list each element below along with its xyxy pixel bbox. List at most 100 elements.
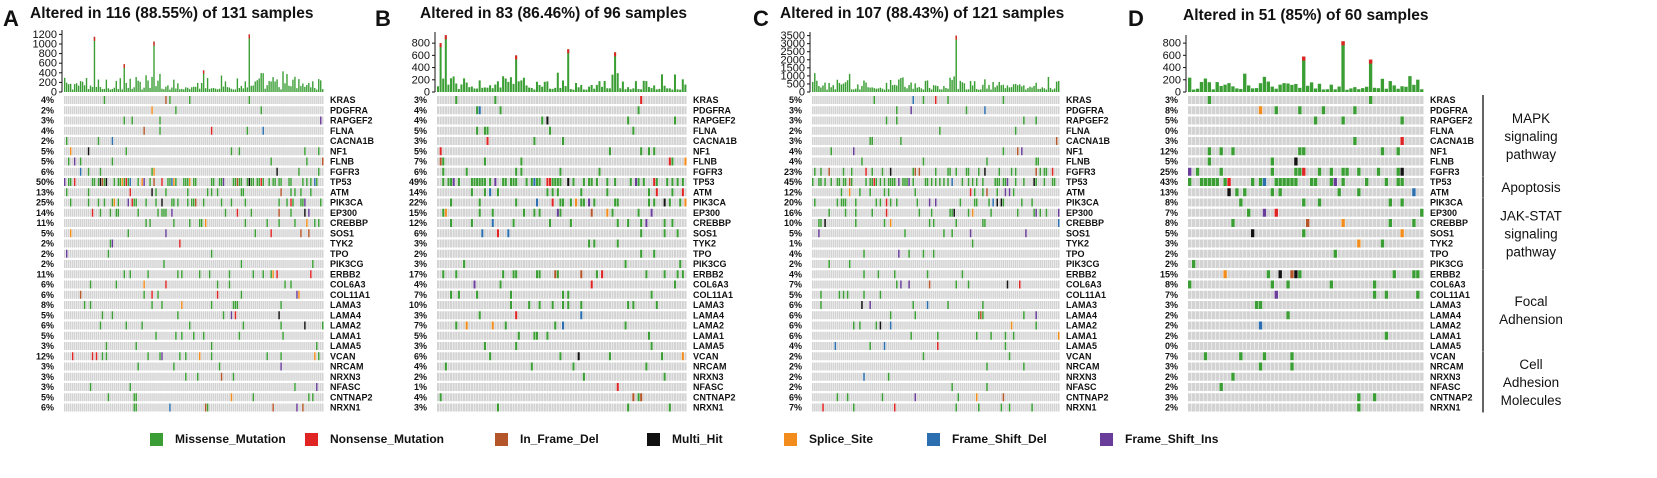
matrix-cell <box>242 147 245 156</box>
matrix-cell <box>296 96 298 104</box>
matrix-cell <box>95 260 98 268</box>
matrix-cell <box>304 219 306 227</box>
matrix-cell <box>276 321 278 330</box>
matrix-cell <box>294 352 296 361</box>
matrix-cell <box>647 126 651 135</box>
matrix-cell <box>248 116 251 125</box>
matrix-cell <box>107 362 110 371</box>
tmb-bar <box>246 87 248 92</box>
matrix-cell <box>322 96 324 104</box>
matrix-cell <box>294 239 296 248</box>
matrix-cell <box>143 188 145 197</box>
matrix-cell <box>288 362 290 371</box>
matrix-cell <box>280 290 282 299</box>
matrix-cell <box>157 147 159 156</box>
matrix-cell <box>181 393 183 402</box>
matrix-cell <box>117 280 120 289</box>
matrix-cell <box>296 301 298 309</box>
matrix-cell <box>310 342 312 350</box>
matrix-cell <box>187 383 189 391</box>
matrix-cell <box>286 270 288 279</box>
matrix-cell <box>183 147 185 156</box>
matrix-cell <box>89 229 92 238</box>
mutation-cell <box>541 116 544 125</box>
mutation-cell <box>117 198 120 207</box>
mutation-cell <box>270 157 272 166</box>
matrix-cell <box>286 372 288 381</box>
matrix-cell <box>165 219 167 227</box>
matrix-cell <box>85 393 88 402</box>
matrix-cell <box>198 342 201 350</box>
matrix-cell <box>107 137 110 145</box>
matrix-cell <box>256 239 259 248</box>
matrix-cell <box>276 147 278 156</box>
matrix-cell <box>165 167 167 176</box>
matrix-cell <box>318 280 320 289</box>
matrix-cell <box>93 116 96 125</box>
matrix-cell <box>115 362 118 371</box>
matrix-cell <box>684 137 687 145</box>
matrix-cell <box>167 239 169 248</box>
matrix-cell <box>85 188 88 197</box>
matrix-cell <box>567 137 570 145</box>
matrix-cell <box>161 393 163 402</box>
mutation-cell <box>306 219 308 227</box>
matrix-cell <box>137 260 139 268</box>
matrix-cell <box>67 239 70 248</box>
matrix-cell <box>224 331 227 340</box>
matrix-cell <box>121 126 124 135</box>
matrix-cell <box>103 352 106 361</box>
gene-row-col11a1: 6% COL11A1 <box>41 290 370 300</box>
matrix-cell <box>254 178 257 186</box>
matrix-cell <box>296 137 298 145</box>
matrix-cell <box>175 393 177 402</box>
matrix-cell <box>177 116 179 125</box>
matrix-cell <box>242 96 245 104</box>
matrix-cell <box>240 342 243 350</box>
matrix-cell <box>242 311 245 320</box>
mutation-cell <box>151 301 153 309</box>
matrix-cell <box>175 352 177 361</box>
matrix-cell <box>262 198 264 207</box>
matrix-cell <box>224 219 227 227</box>
matrix-cell <box>512 116 515 125</box>
matrix-cell <box>260 219 262 227</box>
matrix-cell <box>200 126 203 135</box>
matrix-cell <box>129 311 131 320</box>
matrix-cell <box>226 96 229 104</box>
matrix-cell <box>316 106 318 115</box>
tmb-bar <box>658 88 661 92</box>
matrix-cell <box>99 393 102 402</box>
matrix-cell <box>169 352 171 361</box>
matrix-cell <box>77 352 80 361</box>
matrix-cell <box>67 301 70 309</box>
matrix-cell <box>494 147 497 156</box>
matrix-cell <box>304 178 306 186</box>
matrix-cell <box>206 198 209 207</box>
matrix-cell <box>653 96 656 104</box>
matrix-cell <box>252 96 255 104</box>
matrix-cell <box>191 147 193 156</box>
matrix-cell <box>79 342 82 350</box>
matrix-cell <box>157 352 159 361</box>
mutation-cell <box>129 383 131 391</box>
matrix-cell <box>85 239 88 248</box>
matrix-cell <box>181 311 183 320</box>
matrix-cell <box>99 147 102 156</box>
matrix-cell <box>175 219 177 227</box>
matrix-cell <box>486 96 489 104</box>
matrix-cell <box>161 290 163 299</box>
mutation-cell <box>274 178 276 186</box>
matrix-cell <box>64 372 66 381</box>
mutation-cell <box>262 270 264 279</box>
matrix-cell <box>272 362 274 371</box>
matrix-cell <box>318 249 320 258</box>
matrix-cell <box>149 362 151 371</box>
matrix-cell <box>663 116 666 125</box>
matrix-cell <box>268 126 270 135</box>
matrix-cell <box>569 96 572 104</box>
matrix-cell <box>577 106 580 115</box>
gene-row-nfasc: 3% NFASC <box>41 382 361 392</box>
matrix-cell <box>562 96 565 104</box>
matrix-cell <box>208 393 211 402</box>
